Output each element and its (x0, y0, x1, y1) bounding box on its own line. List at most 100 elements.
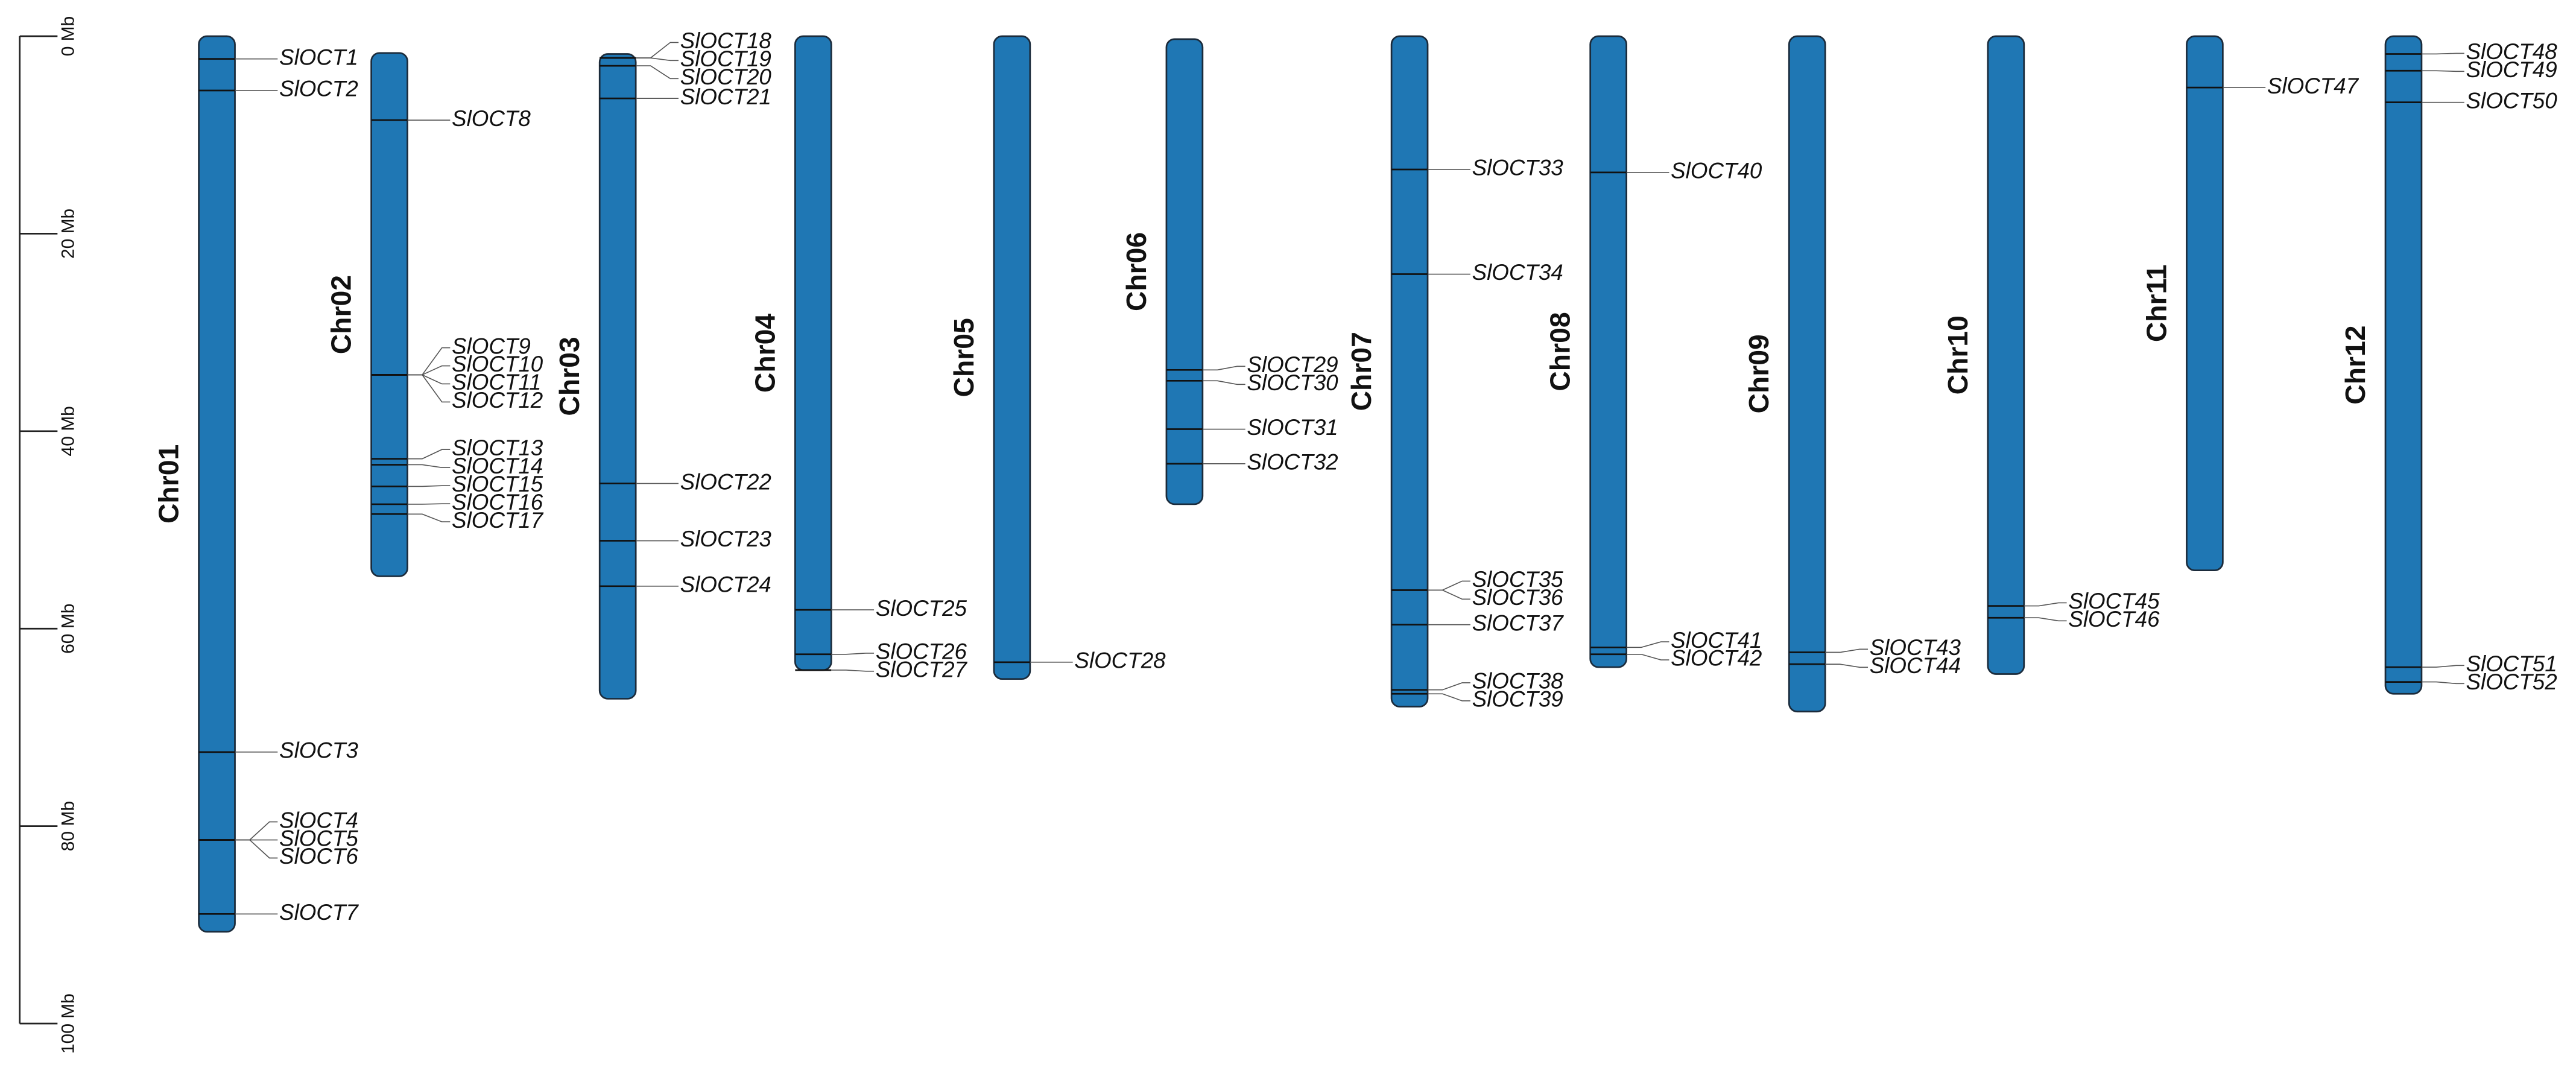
gene-label: SlOCT12 (452, 388, 543, 413)
connector (2421, 52, 2464, 55)
y-tick-label: 100 Mb (58, 993, 78, 1054)
gene-label: SlOCT39 (1472, 687, 1563, 712)
gene-label: SlOCT30 (1247, 370, 1338, 395)
chromosome-label: Chr08 (1545, 312, 1576, 391)
gene-label: SlOCT32 (1247, 450, 1338, 475)
gene-label: SlOCT14 (452, 454, 543, 478)
connector (2024, 602, 2067, 607)
connector (1428, 580, 1470, 591)
gene-label: SlOCT29 (1247, 352, 1338, 377)
connector (1202, 380, 1245, 385)
gene-label: SlOCT47 (2267, 74, 2359, 98)
connector (407, 374, 451, 403)
gene-label: SlOCT2 (279, 77, 358, 101)
connector (831, 670, 875, 672)
gene-label: SlOCT24 (680, 572, 771, 597)
connector (407, 374, 451, 385)
connector (1626, 653, 1669, 660)
gene-label: SlOCT31 (1247, 415, 1338, 440)
gene-label: SlOCT43 (1870, 635, 1961, 660)
gene-label: SlOCT28 (1074, 648, 1166, 673)
chromosome-label: Chr10 (1942, 315, 1973, 394)
gene-label: SlOCT38 (1472, 669, 1564, 694)
gene-label: SlOCT27 (876, 657, 968, 682)
gene-label: SlOCT33 (1472, 156, 1564, 180)
chromosome (370, 52, 408, 577)
connector (1825, 663, 1869, 668)
gene-label: SlOCT49 (2466, 57, 2557, 82)
chromosome (1788, 35, 1826, 713)
chromosome (198, 35, 236, 933)
gene-label: SlOCT46 (2068, 607, 2160, 632)
connector (407, 347, 451, 376)
connector (407, 513, 451, 522)
chromosome (2384, 35, 2423, 695)
gene-label: SlOCT17 (452, 508, 544, 533)
gene-label: SlOCT45 (2068, 589, 2160, 613)
connector (235, 821, 278, 841)
chromosome (1589, 35, 1627, 668)
gene-label: SlOCT41 (1671, 628, 1762, 653)
chromosome-label: Chr03 (554, 337, 585, 416)
connector (407, 365, 451, 376)
gene-label: SlOCT18 (680, 28, 772, 53)
chromosome-label: Chr04 (749, 314, 780, 393)
y-tick-label: 40 Mb (58, 406, 78, 456)
gene-label: SlOCT8 (452, 106, 531, 131)
gene-label: SlOCT36 (1472, 585, 1564, 610)
connector (2421, 681, 2464, 685)
gene-label: SlOCT16 (452, 490, 543, 515)
gene-label: SlOCT34 (1472, 260, 1563, 285)
connector (831, 653, 875, 655)
connector (2421, 665, 2464, 668)
gene-label: SlOCT26 (876, 639, 967, 664)
chromosome (794, 35, 832, 671)
chromosome-label: Chr11 (2141, 264, 2172, 342)
gene-label: SlOCT25 (876, 596, 967, 621)
chromosome (1390, 35, 1429, 708)
chromosome-label: Chr02 (326, 275, 357, 354)
connector (1626, 641, 1669, 648)
gene-label: SlOCT21 (680, 84, 771, 109)
gene-label: SlOCT20 (680, 65, 772, 89)
chromosome-label: Chr05 (948, 318, 979, 397)
connector (636, 42, 679, 59)
connector (235, 839, 278, 859)
gene-label: SlOCT4 (279, 808, 358, 832)
y-tick-label: 0 Mb (58, 16, 78, 57)
connector (1428, 693, 1470, 701)
connector (1428, 682, 1470, 691)
chromosome-label: Chr12 (2340, 326, 2371, 405)
connector (407, 449, 451, 460)
chromosome (2186, 35, 2224, 571)
y-tick-label: 20 Mb (58, 209, 78, 259)
gene-label: SlOCT37 (1472, 610, 1565, 635)
connector (1202, 366, 1245, 371)
gene-label: SlOCT13 (452, 435, 543, 460)
y-tick-label: 60 Mb (58, 604, 78, 654)
chromosome (1987, 35, 2025, 675)
gene-label: SlOCT22 (680, 469, 771, 494)
connector (1825, 648, 1869, 653)
chromosome-label: Chr09 (1743, 334, 1774, 413)
gene-label: SlOCT44 (1870, 653, 1961, 678)
gene-label: SlOCT42 (1671, 646, 1762, 671)
connector (636, 65, 679, 80)
gene-label: SlOCT15 (452, 472, 543, 496)
gene-label: SlOCT52 (2466, 670, 2557, 694)
gene-label: SlOCT48 (2466, 39, 2558, 64)
chromosome (1165, 38, 1204, 505)
gene-label: SlOCT1 (279, 45, 358, 69)
gene-label: SlOCT10 (452, 352, 543, 376)
gene-label: SlOCT9 (452, 334, 531, 358)
gene-label: SlOCT6 (279, 844, 358, 869)
gene-label: SlOCT40 (1671, 159, 1762, 183)
gene-label: SlOCT19 (680, 46, 771, 71)
chromosome-label: Chr07 (1346, 332, 1377, 411)
gene-label: SlOCT5 (279, 826, 358, 850)
connector (407, 464, 451, 469)
gene-label: SlOCT7 (279, 900, 359, 925)
gene-label: SlOCT23 (680, 527, 772, 551)
connector (636, 57, 679, 62)
gene-label: SlOCT11 (452, 370, 541, 394)
